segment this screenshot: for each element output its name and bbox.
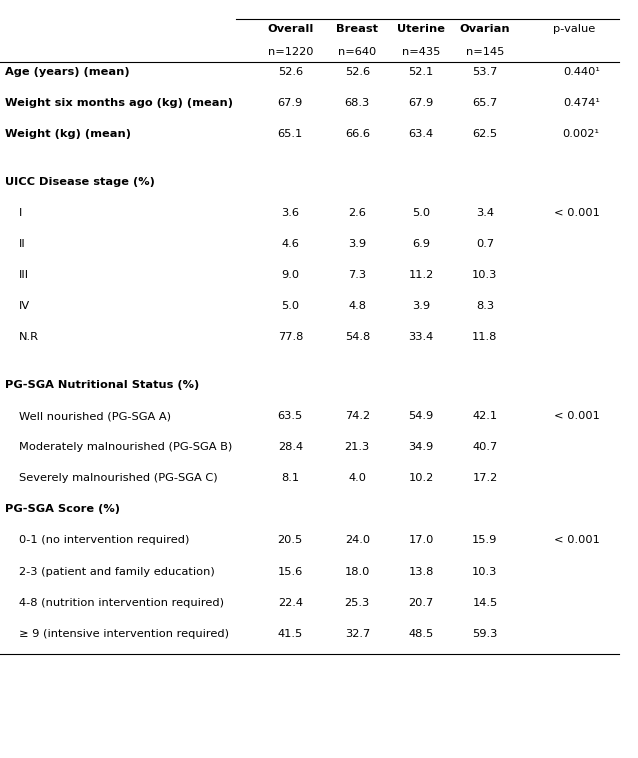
Text: 67.9: 67.9 bbox=[408, 98, 434, 108]
Text: 77.8: 77.8 bbox=[278, 332, 303, 343]
Text: 4.0: 4.0 bbox=[348, 473, 366, 484]
Text: 3.9: 3.9 bbox=[412, 301, 430, 312]
Text: 10.2: 10.2 bbox=[408, 473, 434, 484]
Text: 52.1: 52.1 bbox=[408, 67, 434, 77]
Text: 7.3: 7.3 bbox=[348, 270, 366, 280]
Text: 68.3: 68.3 bbox=[345, 98, 370, 108]
Text: n=145: n=145 bbox=[466, 46, 504, 57]
Text: PG-SGA Score (%): PG-SGA Score (%) bbox=[5, 504, 120, 515]
Text: 54.8: 54.8 bbox=[345, 332, 370, 343]
Text: Weight (kg) (mean): Weight (kg) (mean) bbox=[5, 129, 131, 139]
Text: 28.4: 28.4 bbox=[278, 442, 303, 453]
Text: 0.440¹: 0.440¹ bbox=[563, 67, 600, 77]
Text: n=640: n=640 bbox=[338, 46, 376, 57]
Text: 4.6: 4.6 bbox=[281, 239, 299, 249]
Text: 67.9: 67.9 bbox=[278, 98, 303, 108]
Text: 53.7: 53.7 bbox=[472, 67, 498, 77]
Text: ≥ 9 (intensive intervention required): ≥ 9 (intensive intervention required) bbox=[19, 628, 229, 639]
Text: UICC Disease stage (%): UICC Disease stage (%) bbox=[5, 177, 155, 187]
Text: 3.9: 3.9 bbox=[348, 239, 366, 249]
Text: 40.7: 40.7 bbox=[472, 442, 498, 453]
Text: 2-3 (patient and family education): 2-3 (patient and family education) bbox=[19, 566, 215, 577]
Text: 65.1: 65.1 bbox=[278, 129, 303, 139]
Text: 66.6: 66.6 bbox=[345, 129, 370, 139]
Text: 18.0: 18.0 bbox=[345, 566, 370, 577]
Text: 24.0: 24.0 bbox=[345, 535, 370, 546]
Text: 33.4: 33.4 bbox=[408, 332, 434, 343]
Text: < 0.001: < 0.001 bbox=[554, 535, 600, 546]
Text: 41.5: 41.5 bbox=[278, 628, 303, 639]
Text: 48.5: 48.5 bbox=[408, 628, 434, 639]
Text: 10.3: 10.3 bbox=[472, 566, 498, 577]
Text: 0.002¹: 0.002¹ bbox=[563, 129, 600, 139]
Text: 52.6: 52.6 bbox=[345, 67, 370, 77]
Text: 14.5: 14.5 bbox=[472, 597, 498, 608]
Text: n=1220: n=1220 bbox=[267, 46, 313, 57]
Text: 52.6: 52.6 bbox=[278, 67, 303, 77]
Text: 11.2: 11.2 bbox=[408, 270, 434, 280]
Text: Uterine: Uterine bbox=[397, 23, 445, 34]
Text: 8.1: 8.1 bbox=[281, 473, 299, 484]
Text: 22.4: 22.4 bbox=[278, 597, 303, 608]
Text: 10.3: 10.3 bbox=[472, 270, 498, 280]
Text: Weight six months ago (kg) (mean): Weight six months ago (kg) (mean) bbox=[5, 98, 233, 108]
Text: 63.4: 63.4 bbox=[408, 129, 434, 139]
Text: 32.7: 32.7 bbox=[345, 628, 370, 639]
Text: II: II bbox=[19, 239, 26, 249]
Text: 65.7: 65.7 bbox=[472, 98, 498, 108]
Text: 8.3: 8.3 bbox=[476, 301, 494, 312]
Text: 15.9: 15.9 bbox=[472, 535, 498, 546]
Text: 4.8: 4.8 bbox=[348, 301, 366, 312]
Text: 59.3: 59.3 bbox=[472, 628, 498, 639]
Text: Ovarian: Ovarian bbox=[459, 23, 510, 34]
Text: N.R: N.R bbox=[19, 332, 39, 343]
Text: 2.6: 2.6 bbox=[348, 208, 366, 218]
Text: 20.7: 20.7 bbox=[408, 597, 434, 608]
Text: 34.9: 34.9 bbox=[408, 442, 434, 453]
Text: Severely malnourished (PG-SGA C): Severely malnourished (PG-SGA C) bbox=[19, 473, 218, 484]
Text: < 0.001: < 0.001 bbox=[554, 411, 600, 421]
Text: < 0.001: < 0.001 bbox=[554, 208, 600, 218]
Text: 5.0: 5.0 bbox=[281, 301, 299, 312]
Text: 21.3: 21.3 bbox=[345, 442, 370, 453]
Text: 20.5: 20.5 bbox=[278, 535, 303, 546]
Text: I: I bbox=[19, 208, 22, 218]
Text: 62.5: 62.5 bbox=[472, 129, 498, 139]
Text: 11.8: 11.8 bbox=[472, 332, 498, 343]
Text: Well nourished (PG-SGA A): Well nourished (PG-SGA A) bbox=[19, 411, 171, 421]
Text: Age (years) (mean): Age (years) (mean) bbox=[5, 67, 130, 77]
Text: 5.0: 5.0 bbox=[412, 208, 430, 218]
Text: 63.5: 63.5 bbox=[278, 411, 303, 421]
Text: 13.8: 13.8 bbox=[408, 566, 434, 577]
Text: 74.2: 74.2 bbox=[345, 411, 370, 421]
Text: 4-8 (nutrition intervention required): 4-8 (nutrition intervention required) bbox=[19, 597, 224, 608]
Text: 54.9: 54.9 bbox=[408, 411, 434, 421]
Text: n=435: n=435 bbox=[402, 46, 440, 57]
Text: 17.2: 17.2 bbox=[472, 473, 498, 484]
Text: p-value: p-value bbox=[553, 23, 595, 34]
Text: PG-SGA Nutritional Status (%): PG-SGA Nutritional Status (%) bbox=[5, 380, 199, 390]
Text: 0-1 (no intervention required): 0-1 (no intervention required) bbox=[19, 535, 189, 546]
Text: Breast: Breast bbox=[336, 23, 378, 34]
Text: 0.7: 0.7 bbox=[476, 239, 494, 249]
Text: 0.474¹: 0.474¹ bbox=[563, 98, 600, 108]
Text: 17.0: 17.0 bbox=[408, 535, 434, 546]
Text: Moderately malnourished (PG-SGA B): Moderately malnourished (PG-SGA B) bbox=[19, 442, 232, 453]
Text: 25.3: 25.3 bbox=[345, 597, 370, 608]
Text: 6.9: 6.9 bbox=[412, 239, 430, 249]
Text: Overall: Overall bbox=[267, 23, 313, 34]
Text: 9.0: 9.0 bbox=[281, 270, 299, 280]
Text: 15.6: 15.6 bbox=[278, 566, 303, 577]
Text: 42.1: 42.1 bbox=[472, 411, 498, 421]
Text: 3.6: 3.6 bbox=[281, 208, 299, 218]
Text: III: III bbox=[19, 270, 29, 280]
Text: 3.4: 3.4 bbox=[476, 208, 494, 218]
Text: IV: IV bbox=[19, 301, 30, 312]
